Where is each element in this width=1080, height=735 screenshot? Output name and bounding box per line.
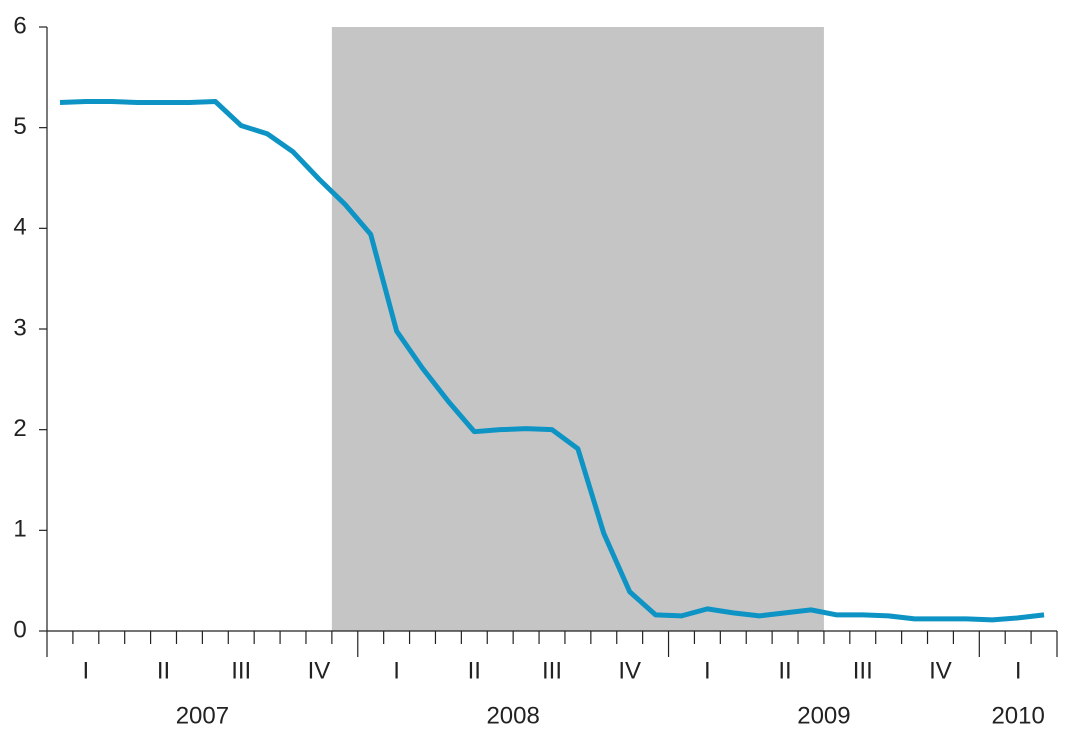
quarter-label: I bbox=[83, 657, 90, 684]
y-tick-label: 3 bbox=[13, 314, 26, 341]
quarter-label: II bbox=[468, 657, 481, 684]
y-tick-label: 4 bbox=[13, 214, 26, 241]
quarter-label: II bbox=[778, 657, 791, 684]
y-tick-label: 5 bbox=[13, 113, 26, 140]
y-tick-label: 6 bbox=[13, 12, 26, 39]
y-tick-label: 2 bbox=[13, 415, 26, 442]
quarter-label: I bbox=[1015, 657, 1022, 684]
quarter-label: IV bbox=[618, 657, 641, 684]
quarter-label: II bbox=[157, 657, 170, 684]
y-tick-label: 0 bbox=[13, 616, 26, 643]
y-tick-label: 1 bbox=[13, 516, 26, 543]
quarter-label: IV bbox=[308, 657, 331, 684]
quarter-label: I bbox=[704, 657, 711, 684]
shaded-period bbox=[331, 27, 824, 631]
year-label: 2010 bbox=[991, 702, 1044, 729]
year-label: 2007 bbox=[176, 702, 229, 729]
quarter-label: III bbox=[231, 657, 251, 684]
quarter-label: I bbox=[393, 657, 400, 684]
quarter-label: IV bbox=[929, 657, 952, 684]
data-line bbox=[59, 98, 1045, 623]
year-label: 2008 bbox=[486, 702, 539, 729]
quarter-label: III bbox=[853, 657, 873, 684]
year-label: 2009 bbox=[797, 702, 850, 729]
quarter-label: III bbox=[542, 657, 562, 684]
